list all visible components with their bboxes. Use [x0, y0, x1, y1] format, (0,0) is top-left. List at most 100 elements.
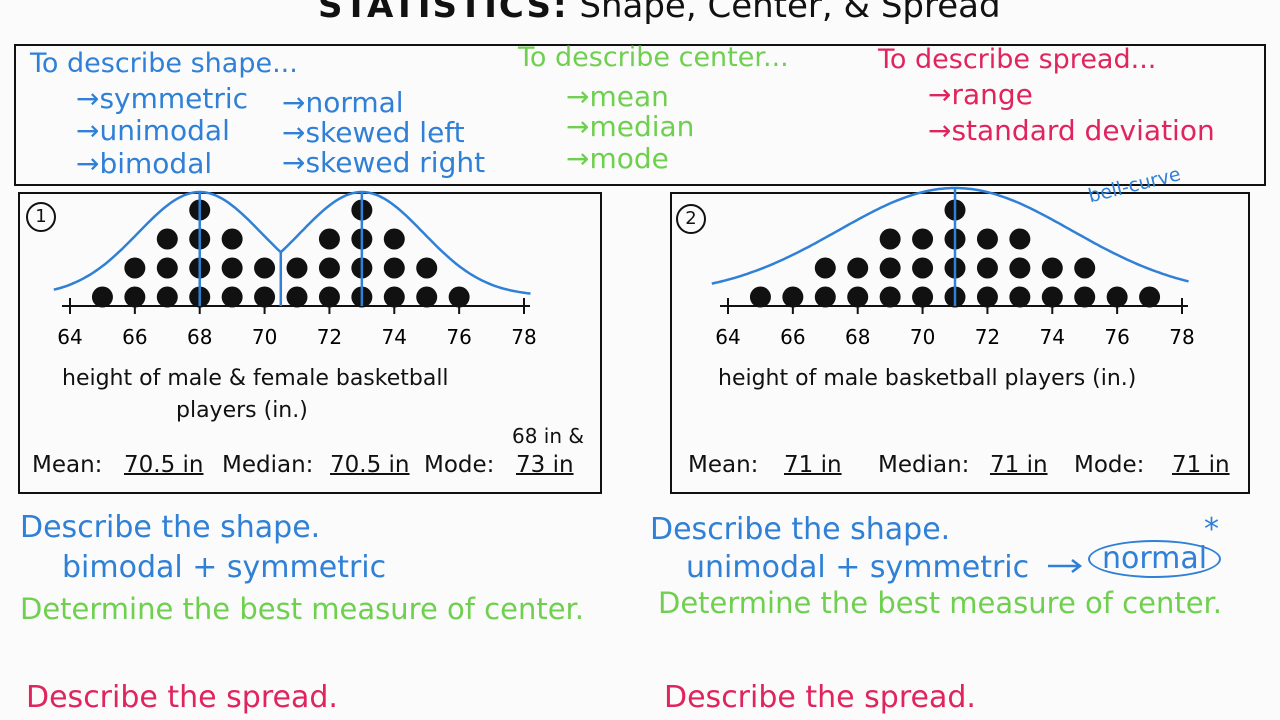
dot-66-1 — [782, 286, 804, 308]
dot-73-2 — [1009, 257, 1031, 279]
plot1-caption-line2: players (in.) — [176, 398, 308, 423]
dot-71-1 — [286, 286, 308, 308]
title-rest: Shape, Center, & Spread — [579, 0, 1001, 26]
dot-70-2 — [912, 257, 934, 279]
left-shape-question: Describe the shape. — [20, 510, 321, 545]
dot-70-3 — [912, 228, 934, 250]
tick-label-64: 64 — [57, 325, 82, 349]
dot-69-3 — [879, 228, 901, 250]
plot1-number: 1 — [26, 202, 56, 232]
tick-label-68: 68 — [187, 325, 212, 349]
tick-label-74: 74 — [1040, 325, 1065, 349]
center-item-mode: →mode — [566, 142, 669, 175]
plot2-median-number: 71 in — [990, 452, 1048, 478]
plot1-median-value: 70.5 in — [330, 452, 410, 478]
dot-72-2 — [976, 257, 998, 279]
shape-item-bimodal: →bimodal — [76, 147, 213, 180]
dot-72-3 — [318, 228, 340, 250]
right-shape-answer: unimodal + symmetric — [686, 550, 1030, 585]
plot2-mean-number: 71 in — [784, 452, 842, 478]
dot-plot-2-box — [670, 192, 1250, 494]
dot-66-2 — [124, 257, 146, 279]
distribution-curve — [711, 186, 1189, 285]
left-spread-question: Describe the spread. — [26, 680, 338, 715]
dot-72-3 — [976, 228, 998, 250]
left-shape-answer: bimodal + symmetric — [62, 550, 387, 585]
plot2-caption: height of male basketball players (in.) — [718, 366, 1137, 391]
dot-69-1 — [879, 286, 901, 308]
shape-item-normal: →normal — [282, 86, 404, 119]
dot-69-2 — [879, 257, 901, 279]
plot1-mode-value-2: 73 in — [516, 452, 574, 478]
plot1-caption-line1: height of male & female basketball — [62, 366, 449, 391]
tick-label-76: 76 — [1104, 325, 1129, 349]
tick-label-72: 72 — [975, 325, 1000, 349]
plot1-median-label: Median: — [222, 452, 314, 478]
dot-74-1 — [383, 286, 405, 308]
dot-73-1 — [1009, 286, 1031, 308]
dot-67-2 — [156, 257, 178, 279]
dot-70-2 — [254, 257, 276, 279]
plot2-median-label: Median: — [878, 452, 970, 478]
dot-72-1 — [318, 286, 340, 308]
dot-68-2 — [847, 257, 869, 279]
plot2-mode-label: Mode: — [1074, 452, 1145, 478]
plot1-median-number: 70.5 in — [330, 452, 410, 478]
dot-72-2 — [318, 257, 340, 279]
tick-label-66: 66 — [780, 325, 805, 349]
dot-77-1 — [1139, 286, 1161, 308]
plot1-mode-label: Mode: — [424, 452, 495, 478]
dot-74-1 — [1041, 286, 1063, 308]
right-shape-circled-normal: normal — [1088, 540, 1222, 578]
plot2-median-value: 71 in — [990, 452, 1048, 478]
vocabulary-box — [14, 44, 1266, 186]
right-shape-question: Describe the shape. — [650, 512, 951, 547]
plot2-mode-value: 71 in — [1172, 452, 1230, 478]
dot-76-1 — [1106, 286, 1128, 308]
dot-67-3 — [156, 228, 178, 250]
plot1-mean-value: 70.5 in — [124, 452, 204, 478]
shape-item-skewed-right: →skewed right — [282, 146, 486, 179]
shape-item-symmetric: →symmetric — [76, 82, 249, 115]
left-center-question: Determine the best measure of center. — [20, 592, 585, 626]
spread-heading: To describe spread... — [878, 44, 1157, 75]
dot-67-1 — [156, 286, 178, 308]
right-center-question: Determine the best measure of center. — [658, 586, 1223, 620]
dot-76-1 — [448, 286, 470, 308]
dot-73-3 — [1009, 228, 1031, 250]
shape-heading: To describe shape... — [30, 48, 298, 79]
dot-71-2 — [286, 257, 308, 279]
dot-67-2 — [814, 257, 836, 279]
dot-70-1 — [912, 286, 934, 308]
dot-75-1 — [1074, 286, 1096, 308]
dot-69-2 — [221, 257, 243, 279]
tick-label-70: 70 — [910, 325, 935, 349]
dot-72-1 — [976, 286, 998, 308]
spread-item-standard-deviation: →standard deviation — [928, 114, 1215, 147]
plot2-mode-number: 71 in — [1172, 452, 1230, 478]
plot1-mode-number: 73 in — [516, 452, 574, 478]
dot-plot-1-box — [18, 192, 602, 494]
plot1-mean-number: 70.5 in — [124, 452, 204, 478]
spread-item-range: →range — [928, 78, 1033, 111]
tick-label-76: 76 — [446, 325, 471, 349]
dot-66-1 — [124, 286, 146, 308]
center-heading: To describe center... — [518, 42, 789, 73]
tick-label-74: 74 — [382, 325, 407, 349]
center-item-mean: →mean — [566, 80, 669, 113]
dot-74-2 — [383, 257, 405, 279]
center-item-median: →median — [566, 110, 695, 143]
title-bold: STATISTICS: — [318, 0, 569, 26]
dot-75-1 — [416, 286, 438, 308]
plot1-mode-value-1: 68 in & — [512, 424, 584, 448]
dot-70-1 — [254, 286, 276, 308]
tick-label-70: 70 — [252, 325, 277, 349]
tick-label-78: 78 — [511, 325, 536, 349]
distribution-curve — [53, 190, 531, 295]
plot2-mean-value: 71 in — [784, 452, 842, 478]
tick-label-66: 66 — [122, 325, 147, 349]
dot-74-3 — [383, 228, 405, 250]
tick-label-72: 72 — [317, 325, 342, 349]
arrow-to-normal-icon — [1048, 559, 1083, 573]
right-spread-question: Describe the spread. — [664, 680, 976, 715]
